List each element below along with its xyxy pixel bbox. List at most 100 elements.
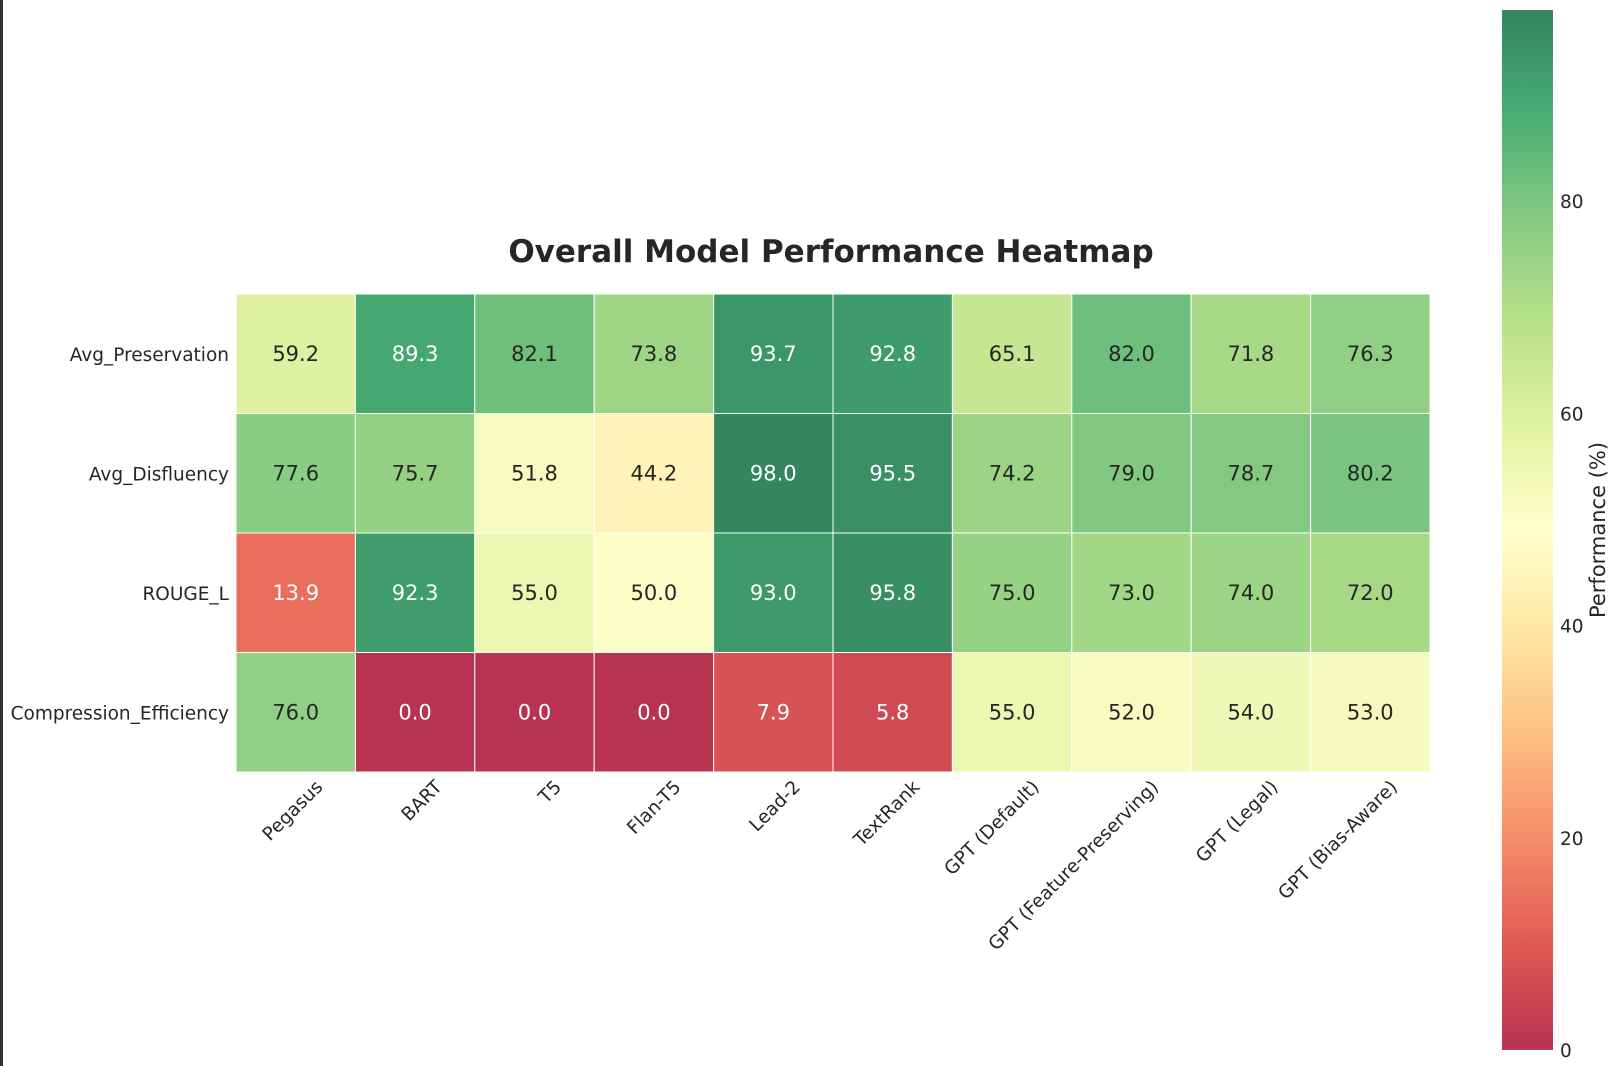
cell-value-label: 44.2 (631, 461, 678, 485)
heatmap-cell (474, 413, 595, 534)
cell-value-label: 50.0 (631, 581, 678, 605)
heatmap-cell (1071, 293, 1192, 414)
cell-value-label: 98.0 (750, 461, 797, 485)
heatmap-cells: 59.2 89.3 82.1 73.8 93.7 92.8 65.1 82.0 71.8 76.3… (235, 293, 1431, 773)
cell-value-label: 72.0 (1347, 581, 1394, 605)
cell-value-label: 52.0 (1108, 700, 1155, 724)
cell-value-label: 93.0 (750, 581, 797, 605)
cell-value-label: 13.9 (272, 581, 319, 605)
heatmap-cell (474, 532, 595, 653)
window-left-edge (0, 0, 3, 1066)
heatmap-cell (474, 652, 595, 773)
column-label: Flan-T5 (623, 777, 685, 839)
heatmap-cell (1071, 413, 1192, 534)
heatmap-cell (235, 532, 356, 653)
heatmap-cell (951, 532, 1073, 653)
row-label: ROUGE_L (142, 584, 229, 605)
colorbar-tick-label: 20 (1560, 829, 1584, 850)
heatmap-cell (1071, 532, 1192, 653)
heatmap-cell (354, 293, 476, 414)
heatmap-cell (713, 413, 834, 534)
cell-value-label: 75.0 (989, 581, 1036, 605)
cell-value-label: 79.0 (1108, 461, 1155, 485)
cell-value-label: 55.0 (989, 700, 1036, 724)
cell-value-label: 0.0 (518, 700, 551, 724)
heatmap-cell (1310, 532, 1431, 653)
cell-value-label: 51.8 (511, 461, 558, 485)
cell-value-label: 65.1 (989, 342, 1036, 366)
colorbar-tick-label: 60 (1560, 404, 1584, 425)
cell-value-label: 73.8 (631, 342, 678, 366)
row-label: Avg_Preservation (70, 345, 229, 366)
cell-value-label: 95.8 (869, 581, 916, 605)
cell-value-label: 53.0 (1347, 700, 1394, 724)
column-label: GPT (Default) (941, 777, 1044, 880)
colorbar-tick-label: 80 (1560, 192, 1584, 213)
cell-value-label: 75.7 (392, 461, 439, 485)
colorbar-ticks: 0 20 40 60 80 (1560, 192, 1584, 1062)
cell-value-label: 95.5 (869, 461, 916, 485)
row-label: Avg_Disfluency (89, 464, 229, 485)
cell-value-label: 82.0 (1108, 342, 1155, 366)
heatmap-cell (354, 652, 476, 773)
heatmap-cell (354, 413, 476, 534)
colorbar-tick-label: 0 (1560, 1041, 1572, 1062)
cell-value-label: 76.0 (272, 700, 319, 724)
heatmap-cell (951, 652, 1073, 773)
heatmap-cell (713, 652, 834, 773)
heatmap-cell (713, 532, 834, 653)
heatmap-cell (593, 532, 715, 653)
cell-value-label: 93.7 (750, 342, 797, 366)
heatmap-cell (1190, 652, 1312, 773)
cell-value-label: 76.3 (1347, 342, 1394, 366)
cell-value-label: 54.0 (1228, 700, 1275, 724)
heatmap-cell (1310, 413, 1431, 534)
column-label: Pegasus (259, 777, 328, 846)
heatmap-cell (1071, 652, 1192, 773)
cell-value-label: 92.3 (392, 581, 439, 605)
colorbar-tick-label: 40 (1560, 617, 1584, 638)
heatmap-cell (235, 413, 356, 534)
column-label: GPT (Bias-Aware) (1274, 777, 1401, 904)
cell-value-label: 89.3 (392, 342, 439, 366)
column-label: T5 (534, 777, 566, 809)
colorbar-label: Performance (%) (1586, 442, 1610, 618)
chart-title: Overall Model Performance Heatmap (508, 234, 1153, 270)
cell-value-label: 5.8 (876, 700, 909, 724)
cell-value-label: 73.0 (1108, 581, 1155, 605)
row-labels: Avg_Preservation Avg_Disfluency ROUGE_L Com… (11, 345, 230, 725)
heatmap-cell (1310, 293, 1431, 414)
heatmap-cell (235, 293, 356, 414)
heatmap-cell (593, 652, 715, 773)
column-labels: Pegasus BART T5 Flan-T5 Lead-2 TextRank GPT (D… (259, 776, 1402, 955)
column-label: GPT (Legal) (1192, 777, 1282, 867)
heatmap-cell (951, 413, 1073, 534)
colorbar: 0 20 40 60 80 Performance (%) (1502, 10, 1610, 1062)
cell-value-label: 80.2 (1347, 461, 1394, 485)
heatmap-cell (832, 652, 953, 773)
cell-value-label: 55.0 (511, 581, 558, 605)
cell-value-label: 0.0 (398, 700, 431, 724)
heatmap-cell (832, 413, 953, 534)
cell-value-label: 74.0 (1228, 581, 1275, 605)
cell-value-label: 92.8 (869, 342, 916, 366)
cell-value-label: 82.1 (511, 342, 558, 366)
cell-value-label: 59.2 (272, 342, 319, 366)
heatmap-cell (1190, 413, 1312, 534)
cell-value-label: 7.9 (757, 700, 790, 724)
colorbar-gradient (1502, 10, 1553, 1050)
column-label: TextRank (850, 776, 925, 851)
cell-value-label: 77.6 (272, 461, 319, 485)
heatmap-cell (1190, 532, 1312, 653)
cell-value-label: 74.2 (989, 461, 1036, 485)
row-label: Compression_Efficiency (11, 703, 229, 724)
column-label: Lead-2 (746, 777, 805, 836)
heatmap-cell (1310, 652, 1431, 773)
heatmap-cell (1190, 293, 1312, 414)
heatmap-cell (832, 532, 953, 653)
cell-value-label: 0.0 (637, 700, 670, 724)
cell-value-label: 78.7 (1228, 461, 1275, 485)
cell-value-label: 71.8 (1228, 342, 1275, 366)
column-label: BART (398, 776, 447, 825)
